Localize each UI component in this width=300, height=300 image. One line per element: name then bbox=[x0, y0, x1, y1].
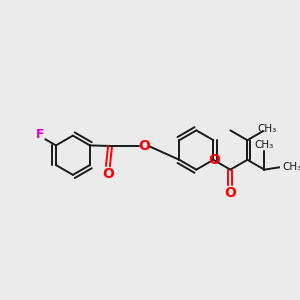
Text: O: O bbox=[208, 153, 220, 167]
Text: CH₃: CH₃ bbox=[257, 124, 276, 134]
Text: CH₃: CH₃ bbox=[283, 162, 300, 172]
Text: F: F bbox=[36, 128, 44, 141]
Text: CH₃: CH₃ bbox=[255, 140, 274, 150]
Text: O: O bbox=[102, 167, 114, 181]
Text: O: O bbox=[224, 186, 236, 200]
Text: O: O bbox=[138, 139, 150, 153]
